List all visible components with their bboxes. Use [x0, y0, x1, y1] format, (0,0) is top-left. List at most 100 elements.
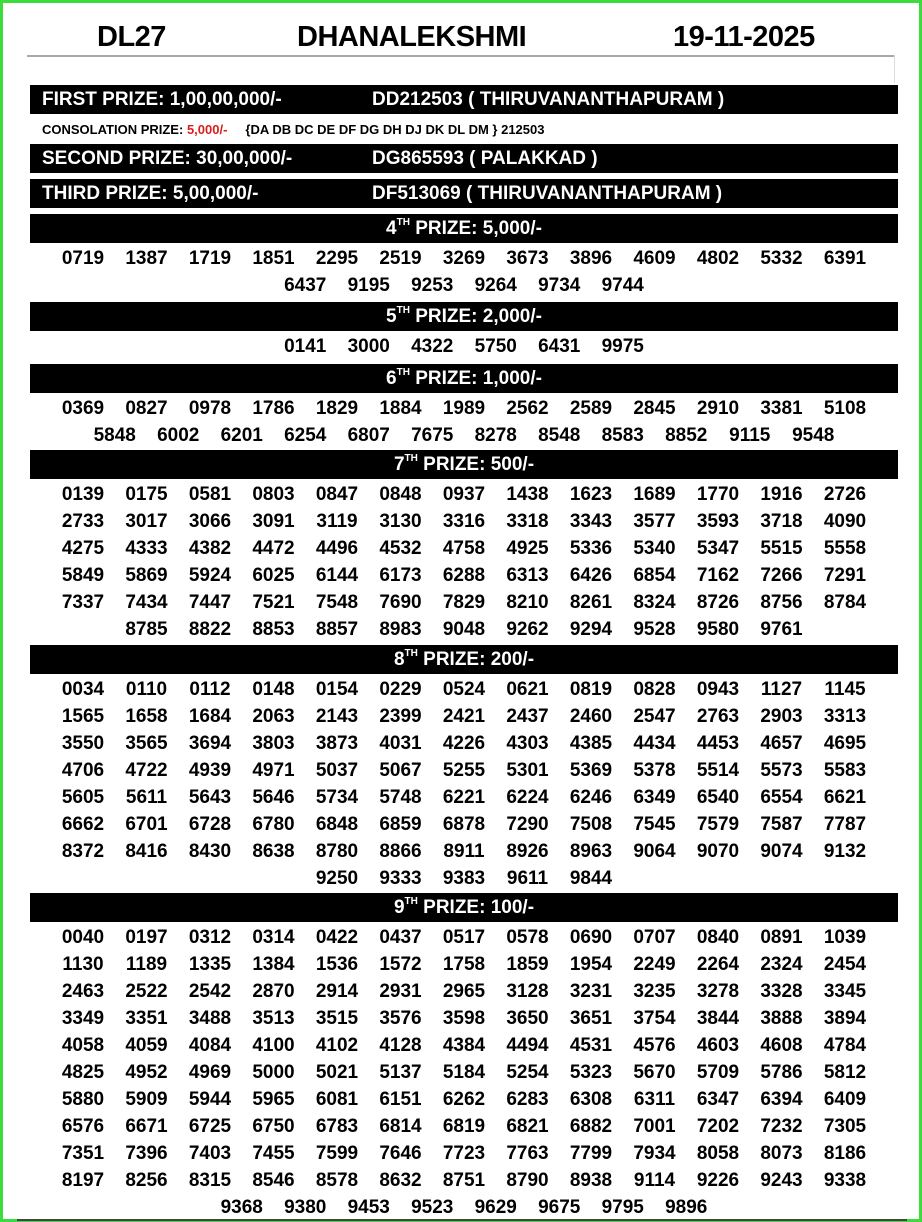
- winning-number: 9368: [220, 1197, 263, 1218]
- winning-number: 6750: [252, 1116, 295, 1137]
- winning-number: 3593: [696, 511, 740, 532]
- winning-number: 9975: [601, 336, 644, 357]
- winning-number: 7001: [633, 1116, 676, 1137]
- winning-number: 6662: [61, 814, 105, 835]
- prize-ordinal: 5: [386, 306, 397, 327]
- winning-number: 8583: [601, 425, 644, 446]
- winning-number: 1387: [125, 248, 168, 269]
- winning-number: 0943: [696, 679, 740, 700]
- winning-number: 5021: [315, 1062, 359, 1083]
- winning-number: 4576: [633, 1035, 676, 1056]
- winning-number: 7305: [823, 1116, 867, 1137]
- winning-number: 8261: [569, 592, 613, 613]
- winning-number: 6431: [538, 336, 581, 357]
- winning-number: 6859: [379, 814, 422, 835]
- winning-number: 6540: [696, 787, 740, 808]
- winning-number: 6878: [442, 814, 486, 835]
- winning-number: 6311: [633, 1089, 676, 1110]
- prize-4-numbers: 0719 1387 1719 1851 2295 2519 3269 3673 3896 4609…: [51, 245, 877, 299]
- winning-number: 6854: [633, 565, 676, 586]
- consolation-tickets: {DA DB DC DE DF DG DH DJ DK DL DM } 2125…: [245, 122, 545, 137]
- winning-number: 8632: [379, 1170, 422, 1191]
- winning-number: 6437: [284, 275, 327, 296]
- winning-number: 3565: [125, 733, 168, 754]
- winning-number: 3844: [696, 1008, 740, 1029]
- prize-9-bar: 9TH PRIZE: 100/-: [30, 893, 898, 922]
- winning-number: 5255: [442, 760, 486, 781]
- winning-number: 4385: [569, 733, 613, 754]
- winning-number: 4128: [379, 1035, 422, 1056]
- winning-number: 9070: [696, 841, 740, 862]
- winning-number: 5750: [474, 336, 517, 357]
- winning-number: 1189: [125, 954, 168, 975]
- winning-number: 0040: [61, 927, 105, 948]
- winning-number: 8911: [443, 841, 485, 862]
- winning-number: 3381: [760, 398, 803, 419]
- winning-number: 9226: [696, 1170, 740, 1191]
- winning-number: 5108: [823, 398, 867, 419]
- winning-number: 9896: [665, 1197, 708, 1218]
- winning-number: 5515: [760, 538, 803, 559]
- winning-number: 9294: [569, 619, 613, 640]
- winning-number: 7162: [696, 565, 740, 586]
- winning-number: 8372: [61, 841, 105, 862]
- winning-number: 6151: [379, 1089, 422, 1110]
- winning-number: 2463: [61, 981, 105, 1002]
- winning-number: 0581: [188, 484, 232, 505]
- winning-number: 6081: [315, 1089, 359, 1110]
- winning-number: 3888: [760, 1008, 803, 1029]
- prize-ordinal-suffix: TH: [404, 896, 418, 907]
- winning-number: 0848: [379, 484, 422, 505]
- winning-number: 1536: [315, 954, 359, 975]
- winning-number: 6576: [61, 1116, 105, 1137]
- winning-number: 1145: [824, 679, 866, 700]
- winning-number: 5067: [379, 760, 422, 781]
- second-prize-ticket: DG865593 ( PALAKKAD ): [372, 148, 598, 169]
- winning-number: 9074: [760, 841, 803, 862]
- winning-number: 6426: [569, 565, 613, 586]
- winning-number: 1829: [315, 398, 359, 419]
- winning-number: 7799: [569, 1143, 613, 1164]
- winning-number: 9253: [411, 275, 454, 296]
- winning-number: 5583: [823, 760, 867, 781]
- winning-number: 9795: [601, 1197, 644, 1218]
- prize-ordinal-suffix: TH: [396, 305, 410, 316]
- winning-number: 9243: [760, 1170, 803, 1191]
- winning-number: 6671: [125, 1116, 168, 1137]
- winning-number: 9262: [506, 619, 549, 640]
- winning-number: 8983: [379, 619, 422, 640]
- winning-number: 0978: [188, 398, 232, 419]
- divider: [894, 55, 895, 83]
- winning-number: 6819: [442, 1116, 486, 1137]
- winning-number: 7232: [760, 1116, 803, 1137]
- winning-number: 9548: [792, 425, 835, 446]
- winning-number: 9132: [823, 841, 867, 862]
- winning-number: 1127: [760, 679, 803, 700]
- winning-number: 4100: [252, 1035, 295, 1056]
- winning-number: 5514: [696, 760, 740, 781]
- winning-number: 5301: [506, 760, 549, 781]
- winning-number: 8256: [125, 1170, 168, 1191]
- winning-number: 7434: [125, 592, 168, 613]
- winning-number: 4784: [823, 1035, 867, 1056]
- first-prize-ticket: DD212503 ( THIRUVANANTHAPURAM ): [372, 89, 725, 110]
- winning-number: 4090: [823, 511, 867, 532]
- prize-ordinal-suffix: TH: [396, 367, 410, 378]
- winning-number: 3873: [315, 733, 359, 754]
- consolation-prize: CONSOLATION PRIZE: 5,000/- {DA DB DC DE D…: [42, 122, 544, 137]
- winning-number: 8416: [125, 841, 168, 862]
- winning-number: 3316: [442, 511, 486, 532]
- first-prize-label: FIRST PRIZE: 1,00,00,000/-: [42, 89, 282, 110]
- winning-number: 1039: [823, 927, 867, 948]
- winning-number: 5748: [379, 787, 422, 808]
- winning-number: 6848: [315, 814, 359, 835]
- winning-number: 3651: [569, 1008, 613, 1029]
- winning-number: 0819: [569, 679, 613, 700]
- winning-number: 5786: [760, 1062, 803, 1083]
- winning-number: 7675: [411, 425, 454, 446]
- winning-number: 7587: [760, 814, 803, 835]
- winning-number: 0578: [506, 927, 549, 948]
- winning-number: 5254: [506, 1062, 549, 1083]
- winning-number: 3754: [633, 1008, 676, 1029]
- winning-number: 0314: [252, 927, 295, 948]
